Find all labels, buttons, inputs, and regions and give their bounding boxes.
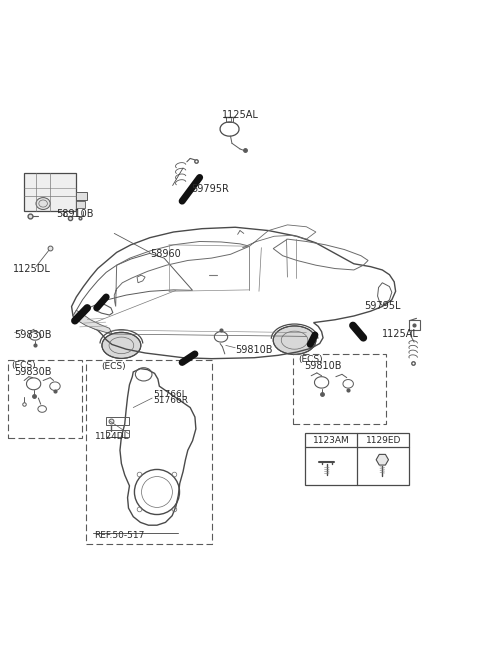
- Text: 59795L: 59795L: [364, 301, 401, 311]
- Polygon shape: [73, 310, 112, 334]
- Bar: [106, 430, 129, 438]
- Bar: [76, 192, 87, 200]
- Text: 58910B: 58910B: [56, 210, 94, 220]
- Text: (ECS): (ECS): [12, 361, 36, 370]
- Text: 59830B: 59830B: [14, 330, 52, 340]
- Bar: [76, 201, 85, 208]
- Ellipse shape: [273, 326, 316, 355]
- Text: REF.50-517: REF.50-517: [94, 530, 144, 540]
- Text: 1124DL: 1124DL: [96, 432, 130, 442]
- Bar: [409, 320, 420, 330]
- Bar: [106, 417, 129, 425]
- Text: 1125AL: 1125AL: [222, 110, 258, 120]
- Text: 58960: 58960: [150, 249, 180, 259]
- Text: 59795R: 59795R: [191, 184, 229, 194]
- Text: 1125DL: 1125DL: [13, 264, 51, 273]
- Text: 59810B: 59810B: [235, 345, 273, 355]
- Text: 1129ED: 1129ED: [366, 436, 401, 446]
- Text: 1125AL: 1125AL: [383, 329, 419, 339]
- Text: 51766R: 51766R: [153, 396, 188, 405]
- Bar: [24, 173, 76, 210]
- Ellipse shape: [36, 198, 50, 210]
- Text: (ECS): (ECS): [101, 362, 126, 371]
- Text: 1123AM: 1123AM: [313, 436, 350, 446]
- Polygon shape: [376, 454, 388, 465]
- Text: 59810B: 59810B: [304, 361, 342, 371]
- Text: (ECS): (ECS): [298, 355, 323, 364]
- Bar: [305, 433, 409, 485]
- Text: 51766L: 51766L: [153, 389, 187, 399]
- Text: 59830B: 59830B: [14, 367, 52, 377]
- Ellipse shape: [102, 333, 141, 359]
